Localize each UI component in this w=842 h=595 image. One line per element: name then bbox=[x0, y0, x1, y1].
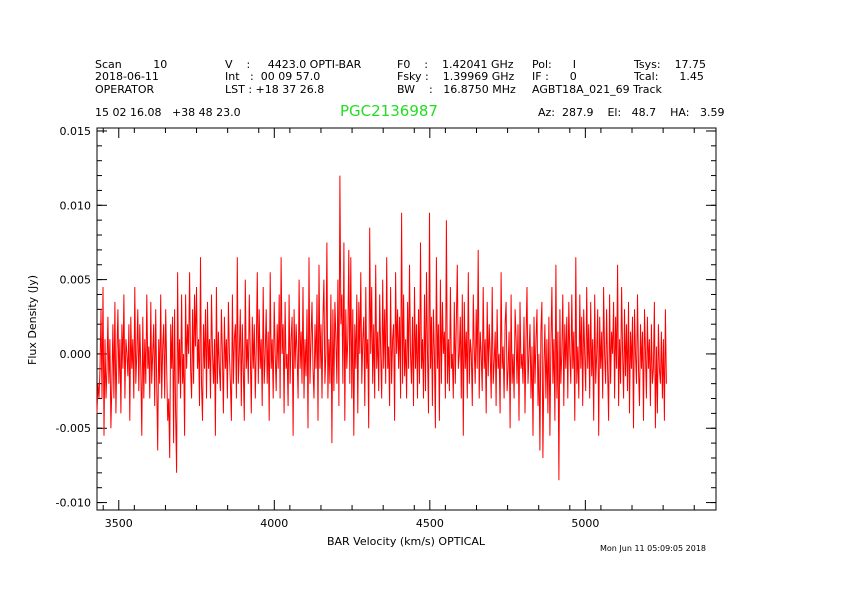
header-lst: LST : +18 37 26.8 bbox=[225, 83, 325, 96]
header-velocity: V : 4423.0 OPTI-BAR bbox=[225, 58, 362, 71]
header-scan: Scan 10 bbox=[95, 58, 168, 71]
header-project: AGBT18A_021_69 Track bbox=[532, 83, 662, 96]
header-pol: Pol: I bbox=[532, 58, 576, 71]
y-tick-label: 0.015 bbox=[60, 125, 92, 138]
y-tick-label: 0.005 bbox=[60, 274, 92, 287]
y-tick-label: 0.010 bbox=[60, 199, 92, 212]
y-tick-label: -0.005 bbox=[56, 422, 91, 435]
y-tick-label: 0.000 bbox=[60, 348, 92, 361]
x-tick-label: 4500 bbox=[416, 517, 444, 530]
x-axis-label: BAR Velocity (km/s) OPTICAL bbox=[327, 535, 486, 548]
x-tick-label: 4000 bbox=[260, 517, 288, 530]
header-coords: 15 02 16.08 +38 48 23.0 bbox=[95, 106, 241, 119]
header-observer: OPERATOR bbox=[95, 83, 155, 96]
y-tick-label: -0.010 bbox=[56, 497, 91, 510]
flux-density-series bbox=[96, 175, 667, 481]
source-title: PGC2136987 bbox=[340, 102, 438, 120]
plot-timestamp: Mon Jun 11 05:09:05 2018 bbox=[600, 544, 707, 553]
header-if: IF : 0 bbox=[532, 70, 577, 83]
y-axis-label: Flux Density (Jy) bbox=[26, 275, 39, 365]
header-date: 2018-06-11 bbox=[95, 70, 159, 83]
header-int: Int : 00 09 57.0 bbox=[225, 70, 321, 83]
header-tsys: Tsys: 17.75 bbox=[634, 58, 707, 71]
x-tick-label: 5000 bbox=[571, 517, 599, 530]
header-tcal: Tcal: 1.45 bbox=[634, 70, 704, 83]
header-fsky: Fsky : 1.39969 GHz bbox=[397, 70, 515, 83]
header-bw: BW : 16.8750 MHz bbox=[397, 83, 516, 96]
x-tick-label: 3500 bbox=[105, 517, 133, 530]
header-azelha: Az: 287.9 El: 48.7 HA: 3.59 bbox=[538, 106, 725, 119]
header-f0: F0 : 1.42041 GHz bbox=[397, 58, 514, 71]
plot-frame bbox=[96, 127, 717, 511]
